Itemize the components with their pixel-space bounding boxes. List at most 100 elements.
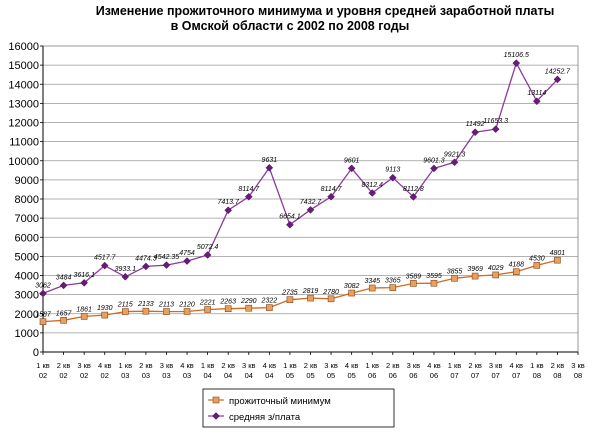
data-label-minimum: 2735	[281, 290, 298, 297]
data-point-minimum	[533, 262, 541, 269]
data-label-minimum: 1861	[76, 306, 92, 313]
y-tick-label: 7000	[15, 213, 39, 225]
x-tick-label-year: 03	[142, 371, 150, 380]
data-label-salary: 9921.3	[444, 151, 466, 158]
data-label-salary: 4754	[179, 250, 195, 257]
data-label-salary: 11653.3	[483, 118, 508, 125]
data-point-minimum	[492, 271, 499, 279]
x-tick-label-quarter: 3 кв	[242, 361, 256, 370]
data-point-minimum	[389, 284, 397, 291]
x-tick-label-quarter: 1 кв	[448, 361, 462, 370]
data-point-salary	[162, 261, 171, 269]
y-tick-label: 13000	[8, 98, 39, 110]
data-point-salary	[388, 173, 397, 182]
x-tick-label-year: 07	[492, 371, 500, 380]
data-label-salary: 9113	[385, 167, 400, 174]
x-tick-label-year: 08	[553, 371, 561, 380]
data-point-salary	[368, 189, 377, 197]
data-point-salary	[203, 251, 212, 259]
x-tick-label-quarter: 2 кв	[551, 361, 565, 370]
x-tick-label-year: 06	[389, 371, 397, 380]
x-tick-label-quarter: 1 кв	[365, 361, 379, 370]
data-point-salary	[265, 163, 274, 172]
x-tick-label-quarter: 4 кв	[263, 361, 277, 370]
data-label-minimum: 2263	[219, 299, 236, 306]
data-point-salary	[286, 220, 294, 229]
x-tick-label-year: 07	[450, 371, 458, 380]
data-label-minimum: 3855	[447, 268, 463, 275]
data-point-salary	[409, 192, 418, 201]
data-point-minimum	[245, 304, 253, 312]
data-point-salary	[450, 158, 459, 167]
data-label-minimum: 2780	[322, 289, 339, 296]
x-tick-label-year: 05	[286, 371, 294, 380]
data-label-salary: 9601.3	[423, 157, 445, 164]
series-line-salary	[42, 61, 558, 295]
data-point-salary	[430, 164, 438, 173]
data-point-minimum	[327, 295, 335, 303]
data-point-minimum	[410, 280, 417, 287]
y-tick-label: 2000	[15, 309, 39, 321]
data-label-minimum: 3595	[426, 273, 442, 280]
data-point-salary	[512, 59, 521, 67]
data-label-salary: 14252.7	[545, 68, 571, 75]
data-point-salary	[80, 278, 89, 287]
x-tick-label-year: 05	[306, 371, 314, 380]
data-point-salary	[39, 289, 47, 298]
data-label-minimum: 1657	[56, 310, 73, 317]
data-point-salary	[121, 272, 130, 281]
data-point-salary	[224, 206, 233, 215]
legend: прожиточный минимум средняя з/плата	[202, 388, 395, 428]
data-label-salary: 8114.7	[238, 186, 260, 193]
data-point-salary	[59, 281, 68, 290]
data-label-minimum: 3082	[344, 283, 360, 290]
x-tick-label-quarter: 1 кв	[119, 361, 133, 370]
x-tick-label-year: 08	[574, 371, 582, 380]
data-label-minimum: 4188	[508, 262, 524, 269]
data-point-minimum	[348, 289, 355, 297]
data-point-minimum	[224, 305, 232, 313]
data-point-minimum	[307, 294, 314, 302]
data-point-minimum	[39, 318, 47, 325]
data-point-minimum	[266, 304, 273, 311]
data-label-minimum: 2120	[178, 301, 195, 308]
data-label-salary: 4474.3	[135, 255, 157, 262]
y-tick-label: 0	[33, 347, 39, 359]
data-point-salary	[471, 128, 479, 137]
x-tick-label-quarter: 4 кв	[345, 361, 359, 370]
data-label-minimum: 3345	[364, 278, 380, 285]
x-tick-label-quarter: 1 кв	[36, 361, 50, 370]
data-point-salary	[491, 125, 500, 133]
chart-title-line-1: Изменение прожиточного минимума и уровня…	[96, 4, 555, 18]
series-layer	[39, 59, 562, 325]
data-point-minimum	[122, 308, 129, 315]
data-point-salary	[306, 205, 315, 214]
legend-box	[202, 388, 395, 428]
x-tick-label-year: 04	[265, 371, 273, 380]
data-point-minimum	[163, 308, 170, 315]
data-point-minimum	[80, 313, 88, 320]
data-label-minimum: 4029	[488, 265, 504, 272]
x-tick-label-quarter: 2 кв	[304, 361, 318, 370]
y-tick-label: 14000	[8, 79, 39, 91]
data-point-minimum	[512, 268, 520, 276]
data-point-salary	[347, 164, 356, 173]
data-label-minimum: 3969	[467, 266, 483, 273]
y-tick-label: 16000	[8, 41, 39, 53]
x-tick-label-quarter: 2 кв	[139, 361, 153, 370]
data-point-salary	[244, 192, 253, 201]
x-tick-label-year: 05	[327, 371, 335, 380]
x-tick-label-year: 03	[121, 371, 129, 380]
legend-marker-salary	[212, 412, 220, 420]
y-tick-label: 12000	[8, 118, 39, 130]
x-tick-label-year: 06	[368, 371, 376, 380]
y-tick-label: 3000	[15, 290, 39, 302]
data-label-salary: 8114.7	[321, 186, 343, 193]
y-tick-label: 6000	[15, 232, 39, 244]
data-label-salary: 7413.7	[217, 199, 240, 206]
x-tick-label-year: 08	[533, 371, 541, 380]
legend-label-salary: средняя з/плата	[229, 412, 301, 423]
x-tick-label-year: 04	[203, 371, 211, 380]
data-label-minimum: 3589	[406, 273, 422, 280]
